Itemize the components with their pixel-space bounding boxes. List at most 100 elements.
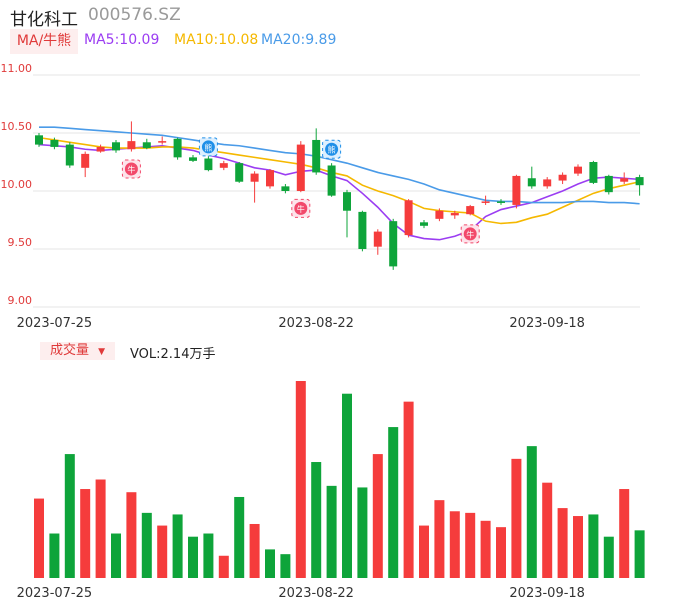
candle-body xyxy=(173,138,182,158)
volume-bar xyxy=(388,427,399,578)
volume-bar xyxy=(34,498,44,578)
volume-bar xyxy=(342,393,352,578)
volume-bar xyxy=(95,479,106,578)
candle-body xyxy=(81,153,90,168)
volume-bar xyxy=(573,516,583,578)
candle-body xyxy=(96,146,105,152)
volume-bar xyxy=(49,533,60,578)
candle-body xyxy=(620,178,629,182)
volume-bar xyxy=(480,520,491,578)
candle-body xyxy=(404,200,413,236)
candle-body xyxy=(343,192,351,211)
volume-bar xyxy=(111,533,121,578)
bull-signal-label: 牛 xyxy=(297,204,305,214)
y-tick-label: 10.50 xyxy=(1,120,33,133)
candle-body xyxy=(219,163,228,168)
candle-body xyxy=(558,174,567,181)
volume-bar xyxy=(496,527,506,578)
ma20-legend: MA20:9.89 xyxy=(261,32,337,48)
candle-body xyxy=(604,175,613,193)
candle-body xyxy=(127,141,136,150)
candle-body xyxy=(296,144,305,191)
volume-bar xyxy=(526,446,537,578)
volume-indicator-selector[interactable]: 成交量 ▼ xyxy=(40,342,115,360)
candle-body xyxy=(189,157,197,161)
candle-body xyxy=(312,139,321,173)
volume-bar xyxy=(603,536,614,578)
volume-bar xyxy=(511,458,522,578)
stock-code: 000576.SZ xyxy=(88,5,181,25)
bear-signal-icon xyxy=(325,142,339,156)
candle-body xyxy=(266,170,274,187)
volume-bar xyxy=(449,511,460,578)
volume-bar xyxy=(542,482,553,578)
x-tick-label: 2023-09-18 xyxy=(509,316,585,331)
volume-bar xyxy=(280,554,291,578)
volume-bar xyxy=(203,533,214,578)
volume-tag-label: 成交量 xyxy=(50,343,90,358)
volume-bar xyxy=(419,525,429,578)
volume-bar xyxy=(64,454,75,578)
candle-body xyxy=(235,163,244,182)
x-tick-label: 2023-07-25 xyxy=(17,316,93,331)
candle-body xyxy=(65,144,74,166)
volume-bar xyxy=(465,512,476,578)
candle-body xyxy=(481,201,490,203)
ma10-line xyxy=(38,136,640,225)
candle-body xyxy=(204,158,213,171)
candle-body xyxy=(250,173,259,182)
volume-x-tick-label: 2023-09-18 xyxy=(509,586,585,601)
volume-bar xyxy=(234,496,245,578)
y-tick-label: 9.00 xyxy=(8,294,33,307)
y-tick-label: 10.00 xyxy=(1,178,33,191)
ma10-legend: MA10:10.08 xyxy=(174,32,259,48)
volume-bar xyxy=(372,454,383,578)
candle-body xyxy=(142,142,151,149)
candle-body xyxy=(281,186,290,191)
bull-signal-label: 牛 xyxy=(127,164,135,174)
volume-bar xyxy=(434,500,445,578)
volume-x-tick-label: 2023-07-25 xyxy=(17,586,93,601)
candle-body xyxy=(589,162,598,183)
volume-bar xyxy=(218,555,229,578)
candle-body xyxy=(512,175,521,205)
volume-bar xyxy=(188,536,198,578)
bear-signal-label: 熊 xyxy=(204,142,212,152)
candle-body xyxy=(358,211,367,249)
volume-bar xyxy=(172,514,183,578)
volume-bar xyxy=(326,485,337,578)
volume-bar xyxy=(634,530,645,578)
volume-value-label: VOL:2.14万手 xyxy=(130,347,216,362)
candle-body xyxy=(327,165,336,196)
volume-bar xyxy=(557,508,568,578)
volume-bar xyxy=(249,523,260,578)
y-tick-label: 11.00 xyxy=(1,62,33,75)
volume-bar xyxy=(157,525,168,578)
bull-signal-icon xyxy=(294,201,308,215)
candle-body xyxy=(435,210,444,219)
ma5-legend: MA5:10.09 xyxy=(84,32,160,48)
ma20-line xyxy=(39,126,640,205)
volume-bar xyxy=(357,487,368,578)
candle-body xyxy=(574,166,582,174)
volume-bar xyxy=(588,514,599,578)
bull-signal-label: 牛 xyxy=(466,229,474,239)
candle-body xyxy=(527,178,536,187)
bull-signal-icon xyxy=(124,162,138,176)
volume-bar xyxy=(619,489,630,578)
stock-name: 甘化科工 xyxy=(10,10,78,30)
candle-body xyxy=(112,142,120,151)
volume-bar xyxy=(403,401,414,578)
candle-body xyxy=(158,141,167,143)
ma-indicator-selector[interactable]: MA/牛熊 xyxy=(10,29,78,54)
ma5-line xyxy=(38,143,640,241)
volume-x-tick-label: 2023-08-22 xyxy=(278,586,354,601)
volume-bar xyxy=(311,462,322,578)
candle-body xyxy=(543,179,552,187)
candle-body xyxy=(635,177,644,186)
candle-body xyxy=(450,213,459,216)
candle-body xyxy=(373,231,382,247)
volume-bar xyxy=(265,549,275,578)
candle-body xyxy=(497,201,505,203)
